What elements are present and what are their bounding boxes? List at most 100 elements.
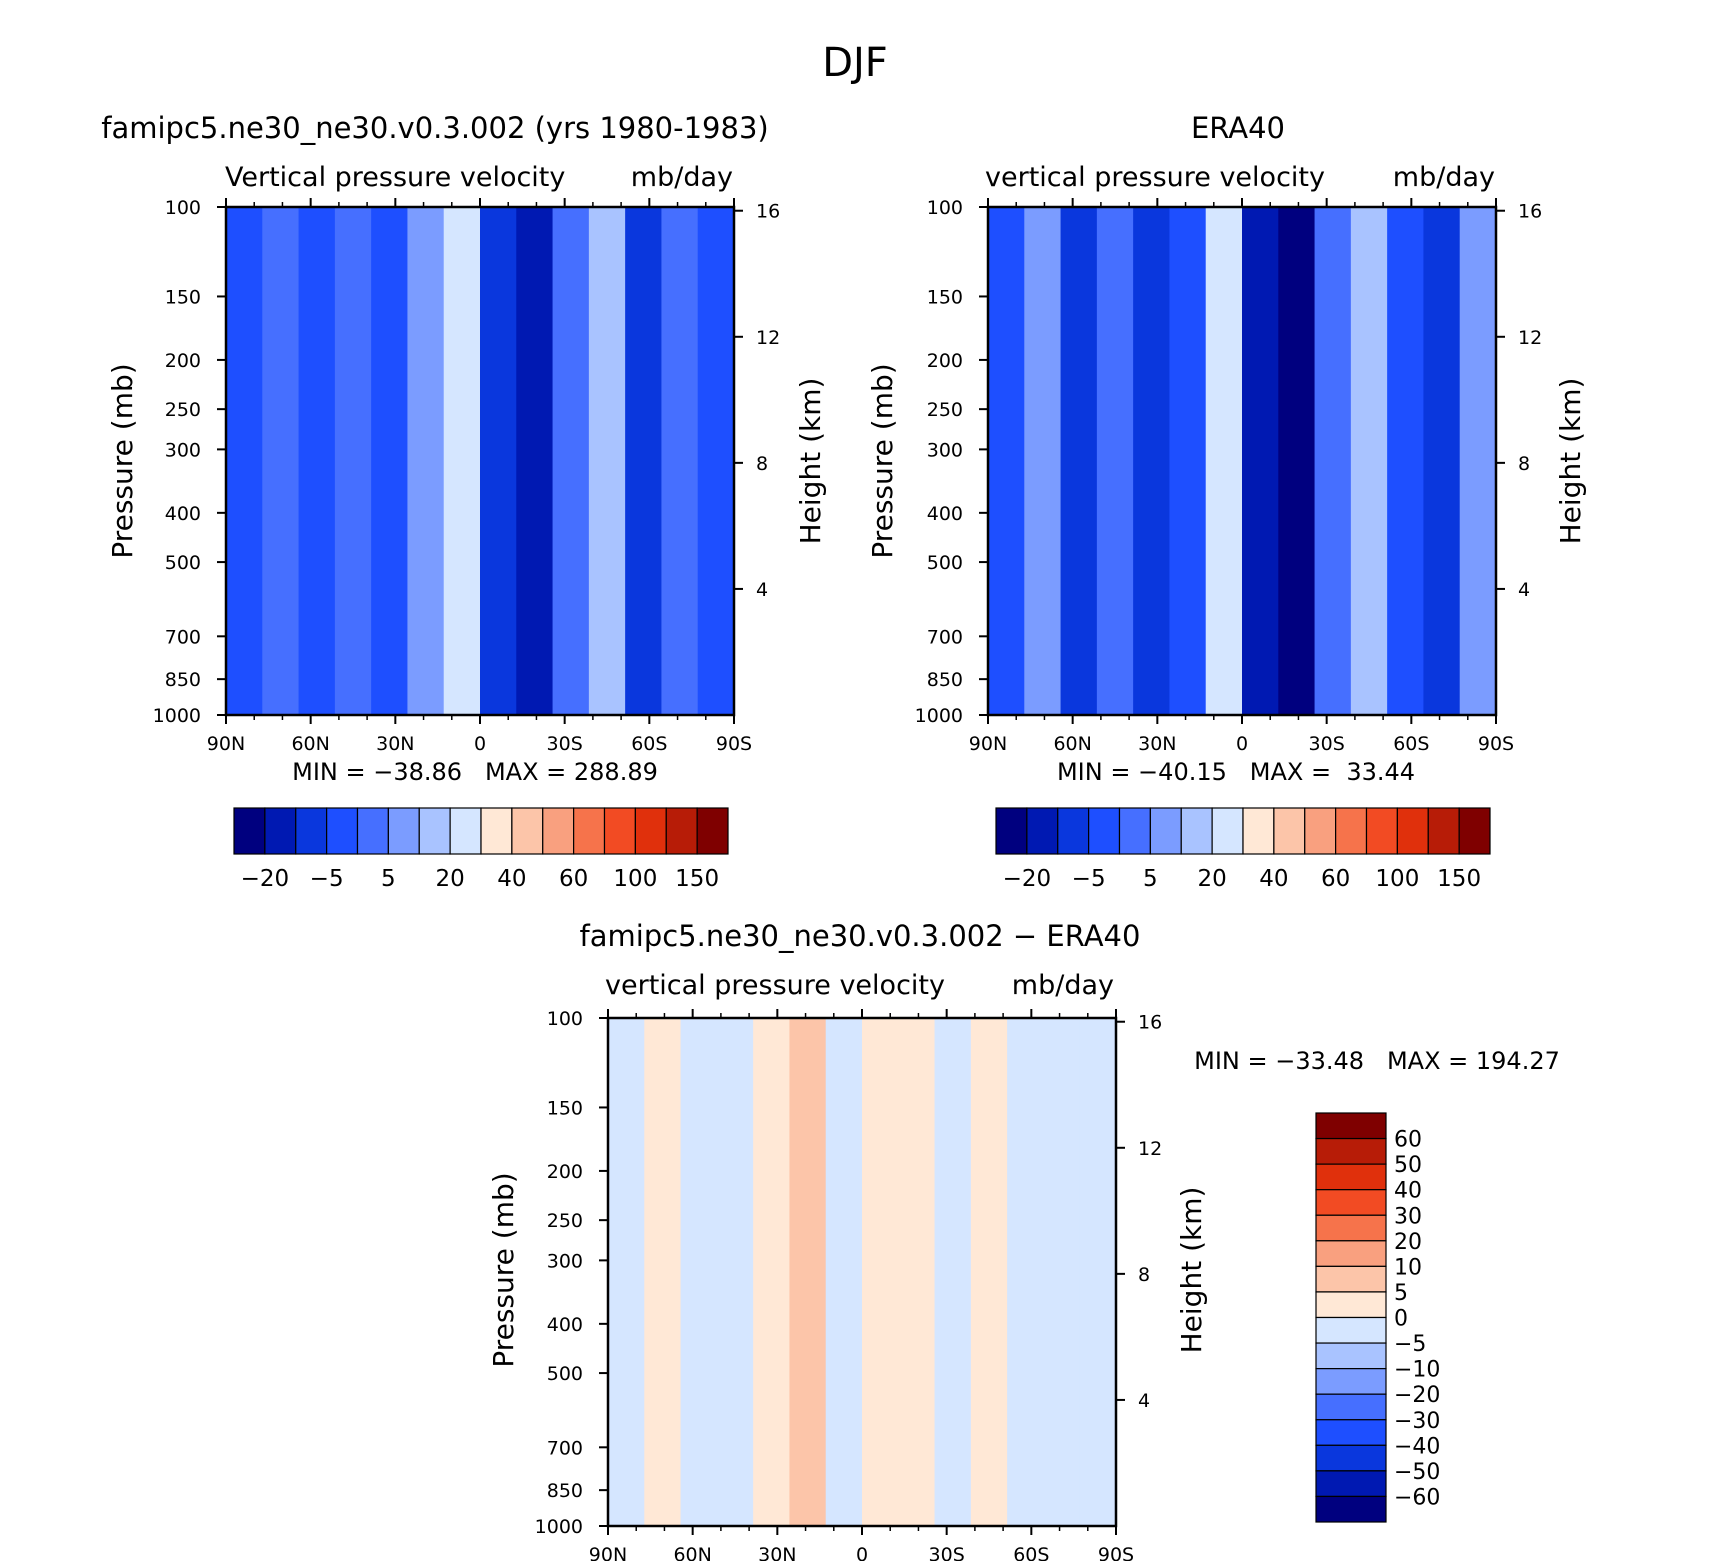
colorbar-swatch	[1427, 807, 1460, 855]
colorbar-swatch	[1026, 807, 1059, 855]
y-tick-label: 400	[547, 1314, 583, 1336]
y-tick-label: 300	[927, 439, 963, 461]
colorbar-label: −10	[1394, 1358, 1440, 1383]
x-tick-label: 30S	[929, 1544, 965, 1561]
y-tick-label: 200	[547, 1161, 583, 1183]
x-tick-label: 90S	[716, 733, 752, 755]
colorbar-label: −40	[1394, 1434, 1440, 1459]
panel-model: famipc5.ne30_ne30.v0.3.002 (yrs 1980-198…	[101, 111, 827, 892]
colorbar-label: 5	[1394, 1281, 1408, 1306]
y-right-tick-label: 16	[1138, 1012, 1162, 1034]
x-tick-label: 60S	[1393, 733, 1429, 755]
colorbar-swatch	[1458, 807, 1491, 855]
contour-band	[443, 207, 481, 715]
x-tick-label: 60N	[673, 1544, 711, 1561]
contour-band	[789, 1018, 827, 1526]
colorbar-label: 10	[1394, 1255, 1422, 1280]
y-tick-label: 250	[927, 399, 963, 421]
colorbar-swatch	[665, 807, 698, 855]
colorbar-swatch	[1315, 1419, 1387, 1446]
y-right-tick-label: 16	[756, 201, 780, 223]
colorbar-swatch	[1304, 807, 1337, 855]
colorbar-swatch	[233, 807, 266, 855]
contour-band	[1314, 207, 1352, 715]
colorbar-label: −5	[310, 866, 344, 892]
y-tick-label: 300	[547, 1250, 583, 1272]
contour-band	[480, 207, 517, 715]
y-tick-label: 700	[927, 626, 963, 648]
contour-band	[862, 1018, 899, 1526]
colorbar-swatch	[1335, 807, 1368, 855]
colorbar-swatch	[449, 807, 482, 855]
y-tick-label: 100	[927, 197, 963, 219]
colorbar-label: −30	[1394, 1409, 1440, 1434]
figure-title: DJF	[822, 40, 888, 86]
x-tick-label: 90N	[969, 733, 1007, 755]
contour-band	[644, 1018, 682, 1526]
x-tick-label: 60N	[291, 733, 329, 755]
contour-band	[371, 207, 409, 715]
panel-diff-stats: MIN = −33.48 MAX = 194.27	[1194, 1047, 1560, 1075]
colorbar-swatch	[264, 807, 297, 855]
panel-diff-ylabel-right: Height (km)	[1175, 1187, 1208, 1354]
y-tick-label: 150	[927, 286, 963, 308]
colorbar-swatch	[1057, 807, 1090, 855]
y-tick-label: 500	[165, 552, 201, 574]
colorbar-label: −20	[241, 866, 290, 892]
contour-band	[625, 207, 663, 715]
colorbar-swatch	[480, 807, 513, 855]
colorbar-swatch	[1118, 807, 1151, 855]
x-tick-label: 60S	[1013, 1544, 1049, 1561]
colorbar-swatch	[1211, 807, 1244, 855]
contour-band	[970, 1018, 1008, 1526]
contour-band	[262, 207, 300, 715]
y-right-tick-label: 8	[756, 453, 768, 475]
contour-band	[1169, 207, 1207, 715]
x-tick-label: 0	[856, 1544, 868, 1561]
contour-band	[1459, 207, 1497, 715]
colorbar-swatch	[1315, 1342, 1387, 1370]
contour-band	[1024, 207, 1062, 715]
colorbar-label: 60	[1321, 866, 1350, 892]
colorbar-label: 30	[1394, 1204, 1422, 1229]
y-tick-label: 700	[165, 626, 201, 648]
x-tick-label: 60N	[1053, 733, 1091, 755]
y-right-tick-label: 8	[1518, 453, 1530, 475]
colorbar-swatch	[387, 807, 420, 855]
panel-diff-title: famipc5.ne30_ne30.v0.3.002 − ERA40	[580, 919, 1141, 953]
colorbar-swatch	[1315, 1470, 1387, 1498]
y-tick-label: 850	[927, 669, 963, 691]
colorbar-label: −20	[1003, 866, 1052, 892]
colorbar-swatch	[1242, 807, 1275, 855]
contour-band	[516, 207, 554, 715]
colorbar-label: −5	[1072, 866, 1106, 892]
contour-band	[1278, 207, 1316, 715]
colorbar-swatch	[1315, 1495, 1387, 1523]
contour-band	[1242, 207, 1279, 715]
colorbar-swatch	[1149, 807, 1182, 855]
colorbar-swatch	[696, 807, 729, 855]
contour-band	[825, 1018, 863, 1526]
y-tick-label: 150	[547, 1097, 583, 1119]
y-tick-label: 100	[165, 197, 201, 219]
x-tick-label: 30N	[376, 733, 414, 755]
colorbar-swatch	[634, 807, 667, 855]
colorbar-label: −50	[1394, 1460, 1440, 1485]
colorbar-swatch	[1315, 1240, 1387, 1267]
x-tick-label: 90N	[207, 733, 245, 755]
panel-model-title: famipc5.ne30_ne30.v0.3.002 (yrs 1980-198…	[101, 111, 768, 145]
panel-diff-plot: 90N 60N 30N 0 30S 60S 90S 100 150 200 250 300 400 500…	[535, 1008, 1163, 1561]
y-tick-label: 500	[547, 1363, 583, 1385]
y-right-tick-label: 12	[1518, 327, 1542, 349]
panel-model-ylabel-right: Height (km)	[794, 378, 827, 545]
contour-band	[226, 207, 263, 715]
y-tick-label: 200	[927, 350, 963, 372]
contour-band	[334, 207, 372, 715]
contour-band	[608, 1018, 645, 1526]
colorbar-label: 100	[613, 866, 657, 892]
y-tick-label: 1000	[535, 1516, 583, 1538]
colorbar-swatch	[1315, 1444, 1387, 1472]
colorbar-swatch	[1396, 807, 1429, 855]
contour-band	[697, 207, 735, 715]
